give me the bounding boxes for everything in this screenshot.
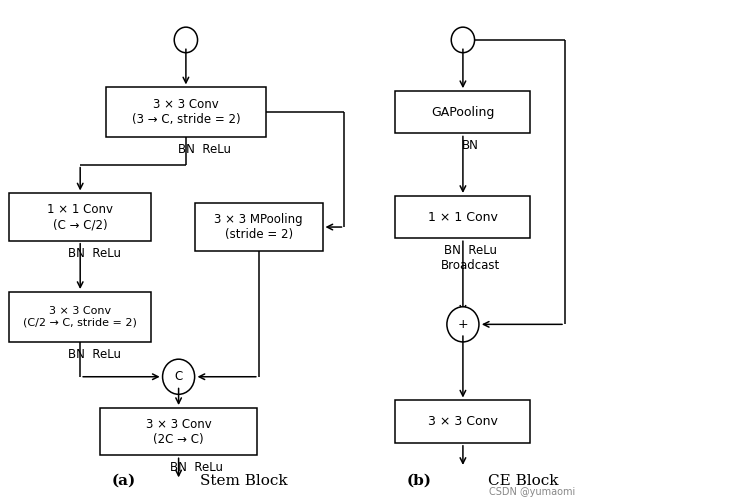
Ellipse shape: [447, 307, 479, 342]
Text: 3 × 3 MPooling
(stride = 2): 3 × 3 MPooling (stride = 2): [214, 213, 303, 241]
Text: BN  ReLu: BN ReLu: [69, 247, 121, 260]
Text: C: C: [174, 370, 183, 383]
Bar: [395, 91, 530, 133]
Text: BN  ReLu: BN ReLu: [178, 143, 230, 156]
Ellipse shape: [451, 27, 475, 53]
Text: +: +: [458, 318, 468, 331]
Text: 3 × 3 Conv
(3 → C, stride = 2): 3 × 3 Conv (3 → C, stride = 2): [131, 98, 241, 126]
Ellipse shape: [174, 27, 198, 53]
Bar: [9, 292, 151, 342]
Bar: [9, 194, 151, 241]
Bar: [101, 408, 257, 455]
Text: BN  ReLu: BN ReLu: [69, 348, 121, 361]
Text: Stem Block: Stem Block: [200, 474, 288, 488]
Bar: [195, 204, 322, 250]
Text: (a): (a): [112, 474, 136, 488]
Text: 1 × 1 Conv
(C → C/2): 1 × 1 Conv (C → C/2): [47, 203, 113, 231]
Text: GAPooling: GAPooling: [432, 106, 494, 119]
Text: CE Block: CE Block: [488, 474, 559, 488]
Text: 1 × 1 Conv: 1 × 1 Conv: [428, 211, 498, 224]
Text: BN  ReLu: BN ReLu: [171, 461, 223, 475]
Text: (b): (b): [407, 474, 432, 488]
Bar: [395, 196, 530, 239]
Text: 3 × 3 Conv
(C/2 → C, stride = 2): 3 × 3 Conv (C/2 → C, stride = 2): [23, 306, 137, 328]
Ellipse shape: [163, 359, 195, 394]
Text: BN  ReLu
Broadcast: BN ReLu Broadcast: [440, 245, 500, 272]
Text: 3 × 3 Conv
(2C → C): 3 × 3 Conv (2C → C): [146, 418, 211, 446]
Text: 3 × 3 Conv: 3 × 3 Conv: [428, 415, 498, 428]
Bar: [395, 400, 530, 443]
Text: BN: BN: [461, 139, 479, 153]
Text: CSDN @yumaomi: CSDN @yumaomi: [489, 487, 575, 497]
Bar: [106, 87, 266, 137]
